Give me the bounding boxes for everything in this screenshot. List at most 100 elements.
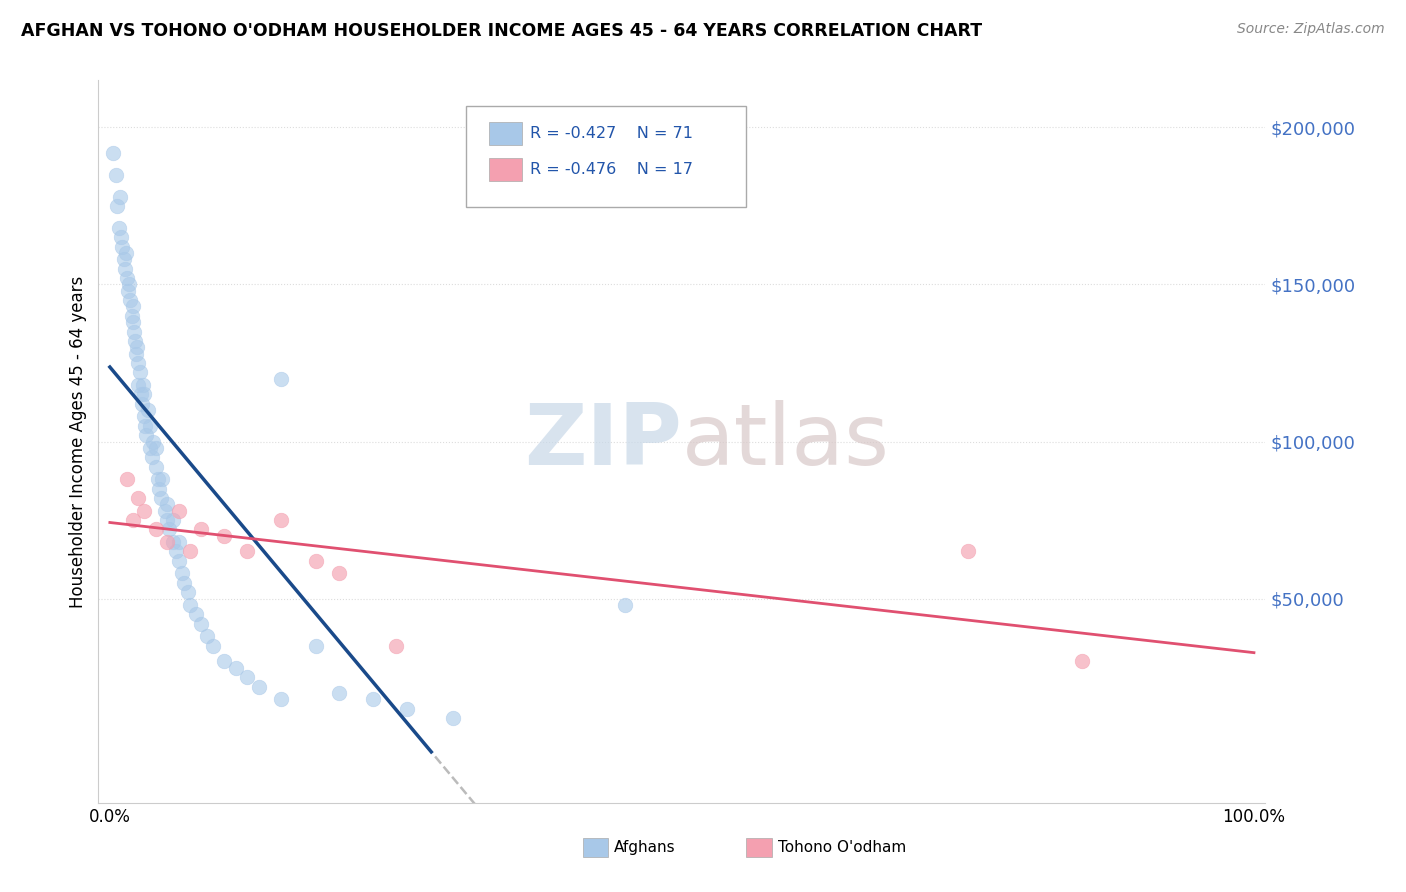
Point (201, 639, 224, 653)
Y-axis label: Householder Income Ages 45 - 64 years: Householder Income Ages 45 - 64 years (69, 276, 87, 607)
Point (214, 655, 236, 669)
Point (105, 199, 128, 213)
FancyBboxPatch shape (747, 838, 772, 857)
Point (121, 300, 143, 314)
Point (328, 566, 350, 581)
Text: Afghans: Afghans (614, 840, 676, 855)
Point (184, 607, 207, 622)
Point (145, 459, 167, 474)
Point (270, 513, 292, 527)
Point (145, 441, 167, 455)
Point (127, 378, 149, 392)
Point (121, 315, 143, 329)
Point (396, 701, 419, 715)
Point (120, 293, 142, 308)
Point (157, 523, 180, 537)
Point (1071, 655, 1094, 669)
Text: Tohono O'odham: Tohono O'odham (778, 840, 905, 855)
Point (139, 441, 162, 455)
Point (108, 221, 131, 235)
Point (115, 271, 138, 285)
Point (142, 434, 165, 449)
Point (150, 491, 173, 505)
Point (167, 503, 190, 517)
Point (103, 145, 125, 160)
Point (179, 598, 201, 612)
Point (115, 472, 138, 486)
Point (361, 692, 384, 706)
Point (190, 523, 212, 537)
Text: AFGHAN VS TOHONO O'ODHAM HOUSEHOLDER INCOME AGES 45 - 64 YEARS CORRELATION CHART: AFGHAN VS TOHONO O'ODHAM HOUSEHOLDER INC… (21, 22, 983, 40)
Point (121, 513, 143, 527)
Point (165, 544, 187, 558)
Point (121, 309, 143, 323)
Point (156, 513, 179, 527)
Point (270, 692, 292, 706)
Point (141, 450, 163, 465)
Point (236, 670, 259, 684)
Point (134, 409, 156, 424)
Point (956, 544, 979, 558)
Point (236, 544, 259, 558)
Point (129, 387, 152, 401)
Point (134, 503, 156, 517)
Point (156, 497, 179, 511)
Point (127, 356, 149, 370)
Point (134, 418, 156, 433)
Point (167, 535, 190, 549)
Point (173, 575, 195, 590)
Point (179, 544, 201, 558)
Point (190, 616, 212, 631)
Text: ZIP: ZIP (524, 400, 682, 483)
Point (167, 554, 190, 568)
Text: R = -0.427    N = 71: R = -0.427 N = 71 (530, 126, 693, 141)
FancyBboxPatch shape (489, 158, 522, 181)
Point (135, 428, 157, 442)
Point (112, 252, 135, 267)
Point (131, 397, 153, 411)
Point (162, 535, 184, 549)
Point (127, 491, 149, 505)
Point (162, 513, 184, 527)
Point (125, 346, 148, 360)
Point (146, 472, 169, 486)
Point (114, 261, 136, 276)
Point (139, 418, 162, 433)
Point (247, 680, 270, 694)
Point (225, 661, 247, 675)
Point (148, 482, 170, 496)
Point (111, 240, 134, 254)
Point (118, 277, 141, 292)
Point (127, 340, 149, 354)
Point (195, 629, 218, 643)
Point (136, 403, 159, 417)
Point (613, 598, 636, 612)
Point (176, 585, 198, 599)
Point (132, 378, 155, 392)
Text: atlas: atlas (682, 400, 890, 483)
Point (145, 523, 167, 537)
Point (328, 686, 350, 700)
Point (117, 284, 139, 298)
Point (152, 472, 174, 486)
Point (108, 189, 131, 203)
Point (305, 554, 328, 568)
Point (110, 230, 132, 244)
Text: R = -0.476    N = 17: R = -0.476 N = 17 (530, 161, 693, 177)
Point (115, 246, 138, 260)
Point (153, 503, 176, 517)
Point (305, 639, 328, 653)
Point (128, 366, 150, 380)
Point (134, 387, 156, 401)
Point (122, 325, 145, 339)
Point (104, 168, 127, 182)
FancyBboxPatch shape (465, 105, 747, 207)
Point (385, 639, 408, 653)
Point (270, 372, 292, 386)
Text: Source: ZipAtlas.com: Source: ZipAtlas.com (1237, 22, 1385, 37)
FancyBboxPatch shape (489, 122, 522, 145)
Point (441, 711, 464, 725)
Point (170, 566, 193, 581)
Point (214, 529, 236, 543)
Point (156, 535, 179, 549)
